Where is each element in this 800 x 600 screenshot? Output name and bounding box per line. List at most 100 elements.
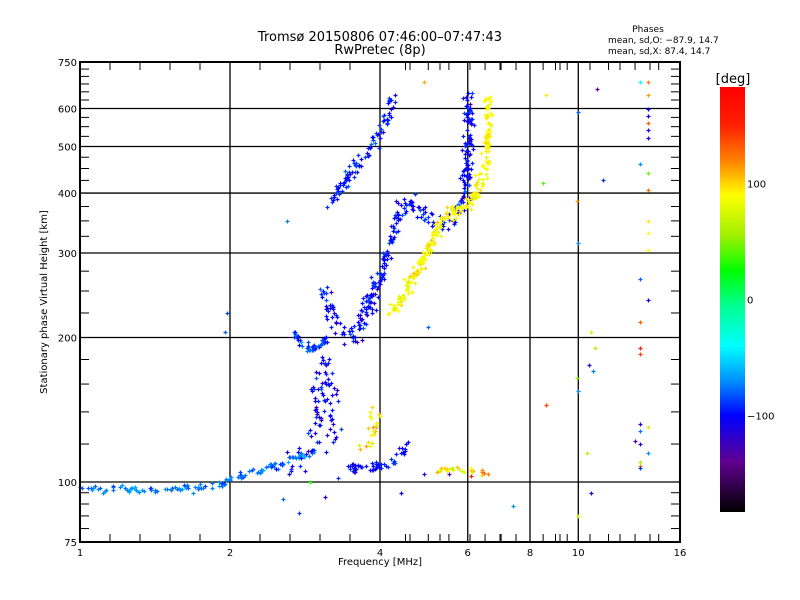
data-point [646,80,651,85]
data-point [365,293,370,298]
data-point [370,307,375,312]
data-point [330,393,335,398]
data-point [273,461,278,466]
data-point [446,227,451,232]
data-point [297,343,302,348]
data-point [332,311,337,316]
data-point [468,102,473,107]
data-point [487,127,492,132]
data-point [475,186,480,191]
data-point [477,172,482,177]
data-point [332,195,337,200]
data-point [331,198,336,203]
data-point [406,291,411,296]
data-point [364,312,369,317]
data-point [240,475,245,480]
data-point [485,138,490,143]
data-point [470,161,475,166]
data-point [330,315,335,320]
data-point [589,330,594,335]
data-point [484,96,489,101]
data-point [601,178,606,183]
data-point [352,324,357,329]
data-point [370,441,375,446]
data-point [469,95,474,100]
data-point [375,287,380,292]
data-point [323,495,328,500]
data-point [348,332,353,337]
data-point [485,113,490,118]
colorbar-tick-label: 100 [747,179,766,190]
data-point [633,439,638,444]
data-point [337,192,342,197]
data-point [404,442,409,447]
data-point [402,277,407,282]
data-point [229,475,234,480]
data-point [446,214,451,219]
data-point [382,266,387,271]
data-point [465,115,470,120]
data-point [309,387,314,392]
data-point [125,488,130,493]
data-point [377,123,382,128]
data-point [387,241,392,246]
data-point [355,340,360,345]
data-point [313,347,318,352]
data-point [354,164,359,169]
data-point [403,447,408,452]
data-point [332,430,337,435]
data-point [467,107,472,112]
data-point [575,376,580,381]
data-point [461,200,466,205]
data-point [395,210,400,215]
data-point [638,422,643,427]
data-point [430,233,435,238]
data-point [427,243,432,248]
data-point [327,357,332,362]
x-tick-label: 16 [674,548,687,559]
data-point [426,215,431,220]
data-point [587,363,592,368]
data-point [366,298,371,303]
data-point [469,167,474,172]
data-point [360,301,365,306]
data-point [326,382,331,387]
data-point [317,371,322,376]
data-point [366,440,371,445]
data-point [638,162,643,167]
data-point [464,149,469,154]
data-point [422,218,427,223]
data-point [431,236,436,241]
data-point [415,272,420,277]
data-point [309,434,314,439]
data-point [481,163,486,168]
data-point [313,399,318,404]
data-point [330,417,335,422]
data-point [434,227,439,232]
data-point [458,176,463,181]
data-point [399,303,404,308]
data-point [352,175,357,180]
data-point [385,257,390,262]
data-point [388,302,393,307]
data-point [453,220,458,225]
data-point [148,486,153,491]
data-point [285,219,290,224]
data-point [329,290,334,295]
data-point [338,321,343,326]
data-point [481,177,486,182]
data-point [330,408,335,413]
data-point [402,197,407,202]
data-point [459,209,464,214]
data-point [467,172,472,177]
data-point [341,183,346,188]
data-point [484,159,489,164]
data-point [324,304,329,309]
data-point [408,274,413,279]
data-point [392,235,397,240]
data-point [290,455,295,460]
data-point [389,237,394,242]
data-point [638,277,643,282]
y-axis-label: Stationary phase Virtual Height [km] [39,210,50,394]
data-point [468,175,473,180]
